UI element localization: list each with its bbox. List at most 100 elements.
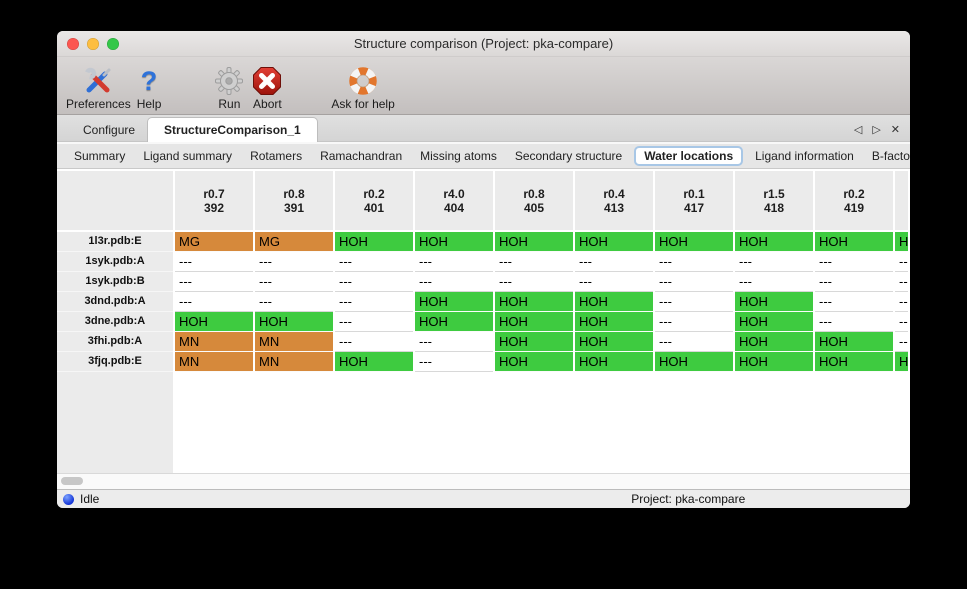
- clipped-table-cell[interactable]: HOH: [895, 352, 908, 372]
- minimize-window-button[interactable]: [87, 37, 99, 50]
- table-cell[interactable]: HOH: [575, 312, 653, 332]
- clipped-table-cell[interactable]: ---: [895, 272, 908, 292]
- table-cell[interactable]: ---: [815, 312, 893, 332]
- row-label[interactable]: 1syk.pdb:A: [57, 252, 173, 272]
- table-cell[interactable]: ---: [335, 272, 413, 292]
- subtab-ramachandran[interactable]: Ramachandran: [320, 149, 403, 163]
- table-cell[interactable]: HOH: [735, 232, 813, 252]
- row-label[interactable]: 3dnd.pdb:A: [57, 292, 173, 312]
- table-cell[interactable]: HOH: [815, 352, 893, 372]
- subtab-ligand-summary[interactable]: Ligand summary: [143, 149, 233, 163]
- table-cell[interactable]: HOH: [575, 232, 653, 252]
- table-cell[interactable]: ---: [735, 252, 813, 272]
- table-cell[interactable]: ---: [335, 312, 413, 332]
- abort-button[interactable]: Abort: [251, 64, 283, 111]
- close-window-button[interactable]: [67, 37, 79, 50]
- table-cell[interactable]: HOH: [575, 292, 653, 312]
- table-cell[interactable]: HOH: [655, 232, 733, 252]
- table-cell[interactable]: ---: [415, 352, 493, 372]
- table-cell[interactable]: HOH: [735, 312, 813, 332]
- tab-close-icon[interactable]: ✕: [890, 124, 900, 136]
- table-cell[interactable]: HOH: [495, 332, 573, 352]
- tab-structurecomparison-1[interactable]: StructureComparison_1: [147, 117, 318, 142]
- table-cell[interactable]: ---: [255, 292, 333, 312]
- table-cell[interactable]: HOH: [495, 232, 573, 252]
- table-cell[interactable]: HOH: [495, 352, 573, 372]
- table-cell[interactable]: ---: [415, 332, 493, 352]
- help-button[interactable]: ? Help: [137, 64, 162, 111]
- table-cell[interactable]: ---: [575, 252, 653, 272]
- subtab-water-locations[interactable]: Water locations: [634, 146, 744, 166]
- table-cell[interactable]: ---: [415, 252, 493, 272]
- table-cell[interactable]: MG: [255, 232, 333, 252]
- table-cell[interactable]: ---: [335, 332, 413, 352]
- column-header[interactable]: r4.0 404: [415, 171, 493, 232]
- table-cell[interactable]: HOH: [415, 312, 493, 332]
- table-cell[interactable]: ---: [495, 252, 573, 272]
- subtab-secondary-structure[interactable]: Secondary structure: [514, 149, 623, 163]
- table-cell[interactable]: HOH: [415, 232, 493, 252]
- table-cell[interactable]: ---: [255, 252, 333, 272]
- table-cell[interactable]: MN: [175, 352, 253, 372]
- column-header[interactable]: r0.2 401: [335, 171, 413, 232]
- table-cell[interactable]: ---: [335, 252, 413, 272]
- table-cell[interactable]: ---: [655, 252, 733, 272]
- column-header[interactable]: r0.1 417: [655, 171, 733, 232]
- clipped-table-cell[interactable]: ---: [895, 252, 908, 272]
- run-button[interactable]: Run: [213, 64, 245, 111]
- tab-prev-arrow-icon[interactable]: ◁: [853, 124, 863, 136]
- scrollbar-thumb[interactable]: [61, 477, 83, 485]
- clipped-table-cell[interactable]: ---: [895, 292, 908, 312]
- table-cell[interactable]: MN: [255, 332, 333, 352]
- table-cell[interactable]: HOH: [735, 292, 813, 312]
- table-cell[interactable]: HOH: [335, 352, 413, 372]
- table-cell[interactable]: HOH: [495, 312, 573, 332]
- table-cell[interactable]: HOH: [815, 332, 893, 352]
- tab-next-arrow-icon[interactable]: ▷: [872, 124, 881, 136]
- tab-configure[interactable]: Configure: [83, 123, 136, 137]
- column-header[interactable]: r0.2 419: [815, 171, 893, 232]
- ask-for-help-button[interactable]: Ask for help: [331, 64, 395, 111]
- row-label[interactable]: 1syk.pdb:B: [57, 272, 173, 292]
- table-cell[interactable]: ---: [175, 292, 253, 312]
- table-cell[interactable]: ---: [815, 252, 893, 272]
- clipped-table-cell[interactable]: HOH: [895, 232, 908, 252]
- zoom-window-button[interactable]: [107, 37, 119, 50]
- horizontal-scrollbar[interactable]: [57, 473, 910, 489]
- subtab-summary[interactable]: Summary: [74, 149, 126, 163]
- table-cell[interactable]: HOH: [575, 332, 653, 352]
- table-cell[interactable]: HOH: [575, 352, 653, 372]
- table-cell[interactable]: ---: [655, 292, 733, 312]
- table-cell[interactable]: HOH: [735, 332, 813, 352]
- table-cell[interactable]: ---: [335, 292, 413, 312]
- table-cell[interactable]: HOH: [415, 292, 493, 312]
- table-cell[interactable]: HOH: [495, 292, 573, 312]
- table-cell[interactable]: ---: [815, 292, 893, 312]
- preferences-button[interactable]: Preferences: [66, 64, 131, 111]
- table-cell[interactable]: ---: [655, 312, 733, 332]
- table-cell[interactable]: HOH: [815, 232, 893, 252]
- row-label[interactable]: 3fhi.pdb:A: [57, 332, 173, 352]
- subtab-b-factors[interactable]: B-factors: [871, 149, 910, 163]
- table-cell[interactable]: MN: [255, 352, 333, 372]
- subtab-missing-atoms[interactable]: Missing atoms: [420, 149, 497, 163]
- column-header[interactable]: r1.5 418: [735, 171, 813, 232]
- column-header[interactable]: r0.8 405: [495, 171, 573, 232]
- table-cell[interactable]: ---: [175, 252, 253, 272]
- column-header[interactable]: r0.4 413: [575, 171, 653, 232]
- table-cell[interactable]: ---: [815, 272, 893, 292]
- table-cell[interactable]: ---: [255, 272, 333, 292]
- table-cell[interactable]: HOH: [735, 352, 813, 372]
- subtab-ligand-information[interactable]: Ligand information: [755, 149, 854, 163]
- table-cell[interactable]: MG: [175, 232, 253, 252]
- table-cell[interactable]: MN: [175, 332, 253, 352]
- clipped-table-cell[interactable]: ---: [895, 312, 908, 332]
- table-cell[interactable]: ---: [575, 272, 653, 292]
- table-cell[interactable]: HOH: [335, 232, 413, 252]
- table-cell[interactable]: HOH: [655, 352, 733, 372]
- table-cell[interactable]: HOH: [175, 312, 253, 332]
- clipped-table-cell[interactable]: ---: [895, 332, 908, 352]
- subtab-rotamers[interactable]: Rotamers: [250, 149, 303, 163]
- table-cell[interactable]: HOH: [255, 312, 333, 332]
- row-label[interactable]: 3fjq.pdb:E: [57, 352, 173, 372]
